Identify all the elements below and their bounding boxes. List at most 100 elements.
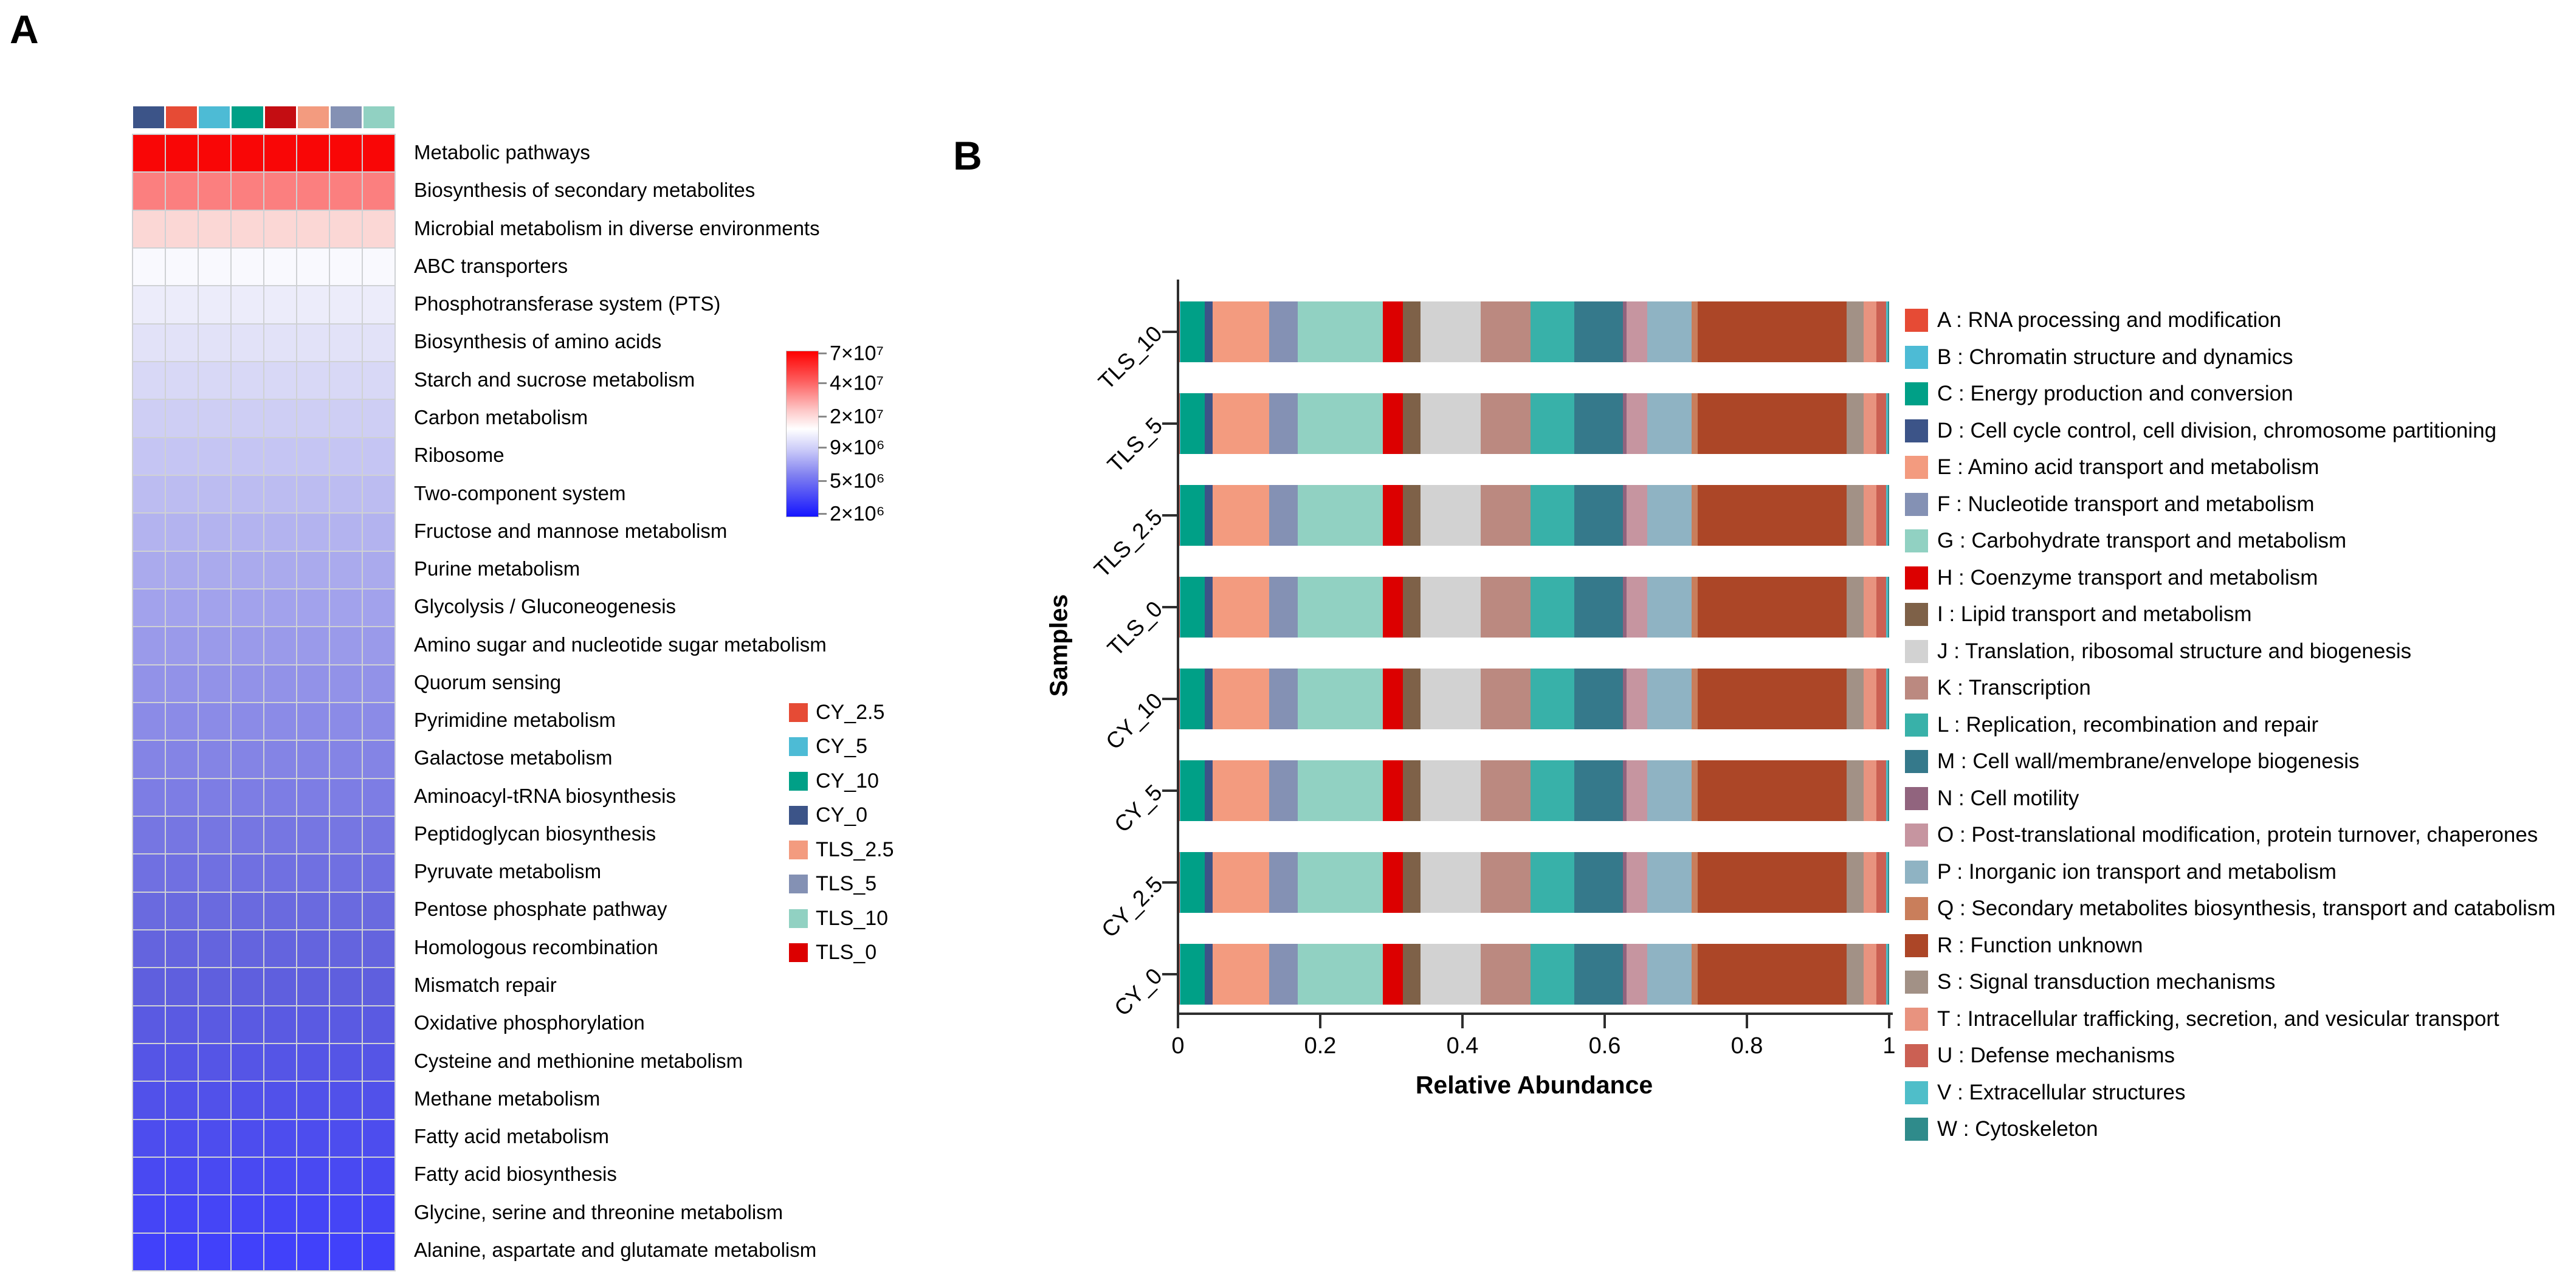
heatmap-cell xyxy=(133,324,165,361)
heatmap-cell xyxy=(297,627,329,664)
heatmap-cell xyxy=(297,1195,329,1233)
heatmap-cell xyxy=(232,968,263,1005)
legend-item-label: TLS_0 xyxy=(816,941,877,964)
x-tick-mark xyxy=(1319,1015,1321,1028)
bar-segment-R xyxy=(1697,577,1847,638)
cog-legend-item-label: W : Cytoskeleton xyxy=(1937,1117,2098,1141)
heatmap-cell xyxy=(330,173,362,210)
legend-swatch-icon xyxy=(789,771,808,791)
cog-legend-item-M: M : Cell wall/membrane/envelope biogenes… xyxy=(1905,748,2360,775)
bar-segment-J xyxy=(1421,760,1481,821)
bar-segment-N xyxy=(1622,760,1627,821)
legend-item-label: TLS_5 xyxy=(816,872,877,895)
bar-segment-W xyxy=(1887,669,1889,729)
heatmap-cell xyxy=(199,1157,230,1195)
legend-item-CY_5: CY_5 xyxy=(789,735,867,759)
heatmap-cell xyxy=(133,135,165,172)
cog-legend-swatch-icon xyxy=(1905,897,1928,920)
heatmap-cell xyxy=(133,968,165,1005)
heatmap-cell xyxy=(133,1044,165,1081)
heatmap-cell xyxy=(199,514,230,551)
bar-segment-A xyxy=(1179,669,1180,729)
legend-item-TLS_2.5: TLS_2.5 xyxy=(789,837,894,862)
heatmap-row-label: Amino sugar and nucleotide sugar metabol… xyxy=(414,633,827,656)
heatmap-cell xyxy=(133,1082,165,1119)
heatmap-cell xyxy=(330,551,362,588)
heatmap-row-label: Homologous recombination xyxy=(414,935,658,958)
bar-segment-G xyxy=(1298,301,1383,362)
heatmap-cell xyxy=(297,514,329,551)
heatmap-row-label: Glycolysis / Gluconeogenesis xyxy=(414,595,677,618)
heatmap-cell xyxy=(199,362,230,399)
heatmap-cell xyxy=(232,930,263,968)
bar-segment-I xyxy=(1402,669,1421,729)
heatmap-cell xyxy=(297,1233,329,1270)
heatmap-cell xyxy=(166,1157,198,1195)
heatmap-cell xyxy=(232,362,263,399)
heatmap-cell xyxy=(232,1006,263,1043)
heatmap-cell xyxy=(297,400,329,437)
heatmap-cell xyxy=(199,703,230,740)
heatmap-row-label: Alanine, aspartate and glutamate metabol… xyxy=(414,1238,817,1261)
heatmap-cell xyxy=(297,1006,329,1043)
cog-legend-item-E: E : Amino acid transport and metabolism xyxy=(1905,454,2319,481)
heatmap-cell xyxy=(264,968,296,1005)
colorbar-tick-label: 4×10⁷ xyxy=(830,371,884,395)
heatmap-cell xyxy=(199,324,230,361)
heatmap-cell xyxy=(363,703,394,740)
y-tick-mark xyxy=(1162,973,1177,975)
bar-segment-M xyxy=(1574,944,1623,1005)
bar-segment-V xyxy=(1886,669,1888,729)
cog-legend-item-L: L : Replication, recombination and repai… xyxy=(1905,712,2318,738)
heatmap-cell xyxy=(363,589,394,627)
cog-legend-swatch-icon xyxy=(1905,1118,1928,1141)
bar-segment-A xyxy=(1179,393,1180,454)
y-tick-mark xyxy=(1162,698,1177,700)
heatmap-cell xyxy=(363,854,394,892)
legend-item-label: TLS_10 xyxy=(816,906,889,930)
heatmap-cell xyxy=(166,779,198,816)
heatmap-row-label: Quorum sensing xyxy=(414,670,562,693)
bar-segment-Q xyxy=(1692,669,1698,729)
y-tick-mark xyxy=(1162,789,1177,792)
heatmap-cell xyxy=(166,286,198,323)
heatmap-cell xyxy=(199,248,230,286)
legend-swatch-icon xyxy=(789,703,808,722)
bar-segment-Q xyxy=(1692,852,1698,913)
heatmap-row-label: Fatty acid biosynthesis xyxy=(414,1163,617,1186)
bar-segment-S xyxy=(1846,944,1864,1005)
heatmap-row-label: Two-component system xyxy=(414,481,626,504)
colorbar-tick-label: 9×10⁶ xyxy=(830,436,885,459)
stacked-bar-TLS_0 xyxy=(1179,577,1889,638)
heatmap-cell xyxy=(264,475,296,513)
bar-segment-D xyxy=(1205,760,1213,821)
colorbar-tick-label: 2×10⁶ xyxy=(830,502,885,526)
bar-segment-W xyxy=(1887,577,1889,638)
heatmap-cell xyxy=(166,400,198,437)
bar-segment-M xyxy=(1574,852,1623,913)
heatmap-cell xyxy=(330,400,362,437)
x-axis-title: Relative Abundance xyxy=(1415,1071,1653,1099)
heatmap-cell xyxy=(297,324,329,361)
heatmap-cell xyxy=(199,1233,230,1270)
bar-segment-O xyxy=(1626,577,1647,638)
bar-segment-L xyxy=(1531,944,1575,1005)
bar-segment-U xyxy=(1876,577,1887,638)
heatmap-cell xyxy=(166,1195,198,1233)
colorbar-tick-label: 2×10⁷ xyxy=(830,405,884,428)
heatmap-cell xyxy=(264,854,296,892)
bar-segment-L xyxy=(1531,393,1575,454)
legend-swatch-icon xyxy=(789,737,808,756)
cog-legend-item-Q: Q : Secondary metabolites biosynthesis, … xyxy=(1905,895,2555,922)
bar-segment-J xyxy=(1421,944,1481,1005)
x-tick-mark xyxy=(1603,1015,1606,1028)
heatmap-cell xyxy=(264,703,296,740)
cog-legend-item-B: B : Chromatin structure and dynamics xyxy=(1905,344,2293,371)
colorbar-tick-label: 7×10⁷ xyxy=(830,342,884,365)
bar-segment-I xyxy=(1402,852,1421,913)
heatmap-cell xyxy=(264,1006,296,1043)
heatmap-cell xyxy=(297,248,329,286)
heatmap-cell xyxy=(264,816,296,854)
bar-segment-K xyxy=(1481,760,1531,821)
bar-segment-J xyxy=(1421,669,1481,729)
